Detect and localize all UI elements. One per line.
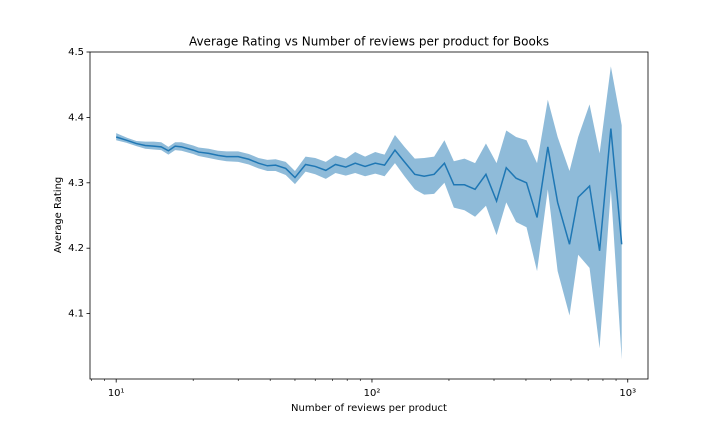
y-tick-label: 4.3 [68, 178, 84, 189]
x-tick-label: 10¹ [108, 388, 125, 399]
confidence-band [116, 66, 622, 360]
x-tick-label: 10³ [619, 388, 636, 399]
y-axis-label: Average Rating [53, 177, 64, 253]
y-tick-label: 4.4 [68, 112, 84, 123]
x-tick-label: 10² [364, 388, 381, 399]
mean-line [115, 128, 623, 251]
plot-frame [89, 51, 649, 380]
y-tick-label: 4.1 [68, 309, 84, 320]
y-tick-label: 4.2 [68, 243, 84, 254]
x-axis-label: Number of reviews per product [291, 403, 447, 414]
chart-title: Average Rating vs Number of reviews per … [189, 35, 549, 49]
y-tick-label: 4.5 [68, 47, 84, 58]
